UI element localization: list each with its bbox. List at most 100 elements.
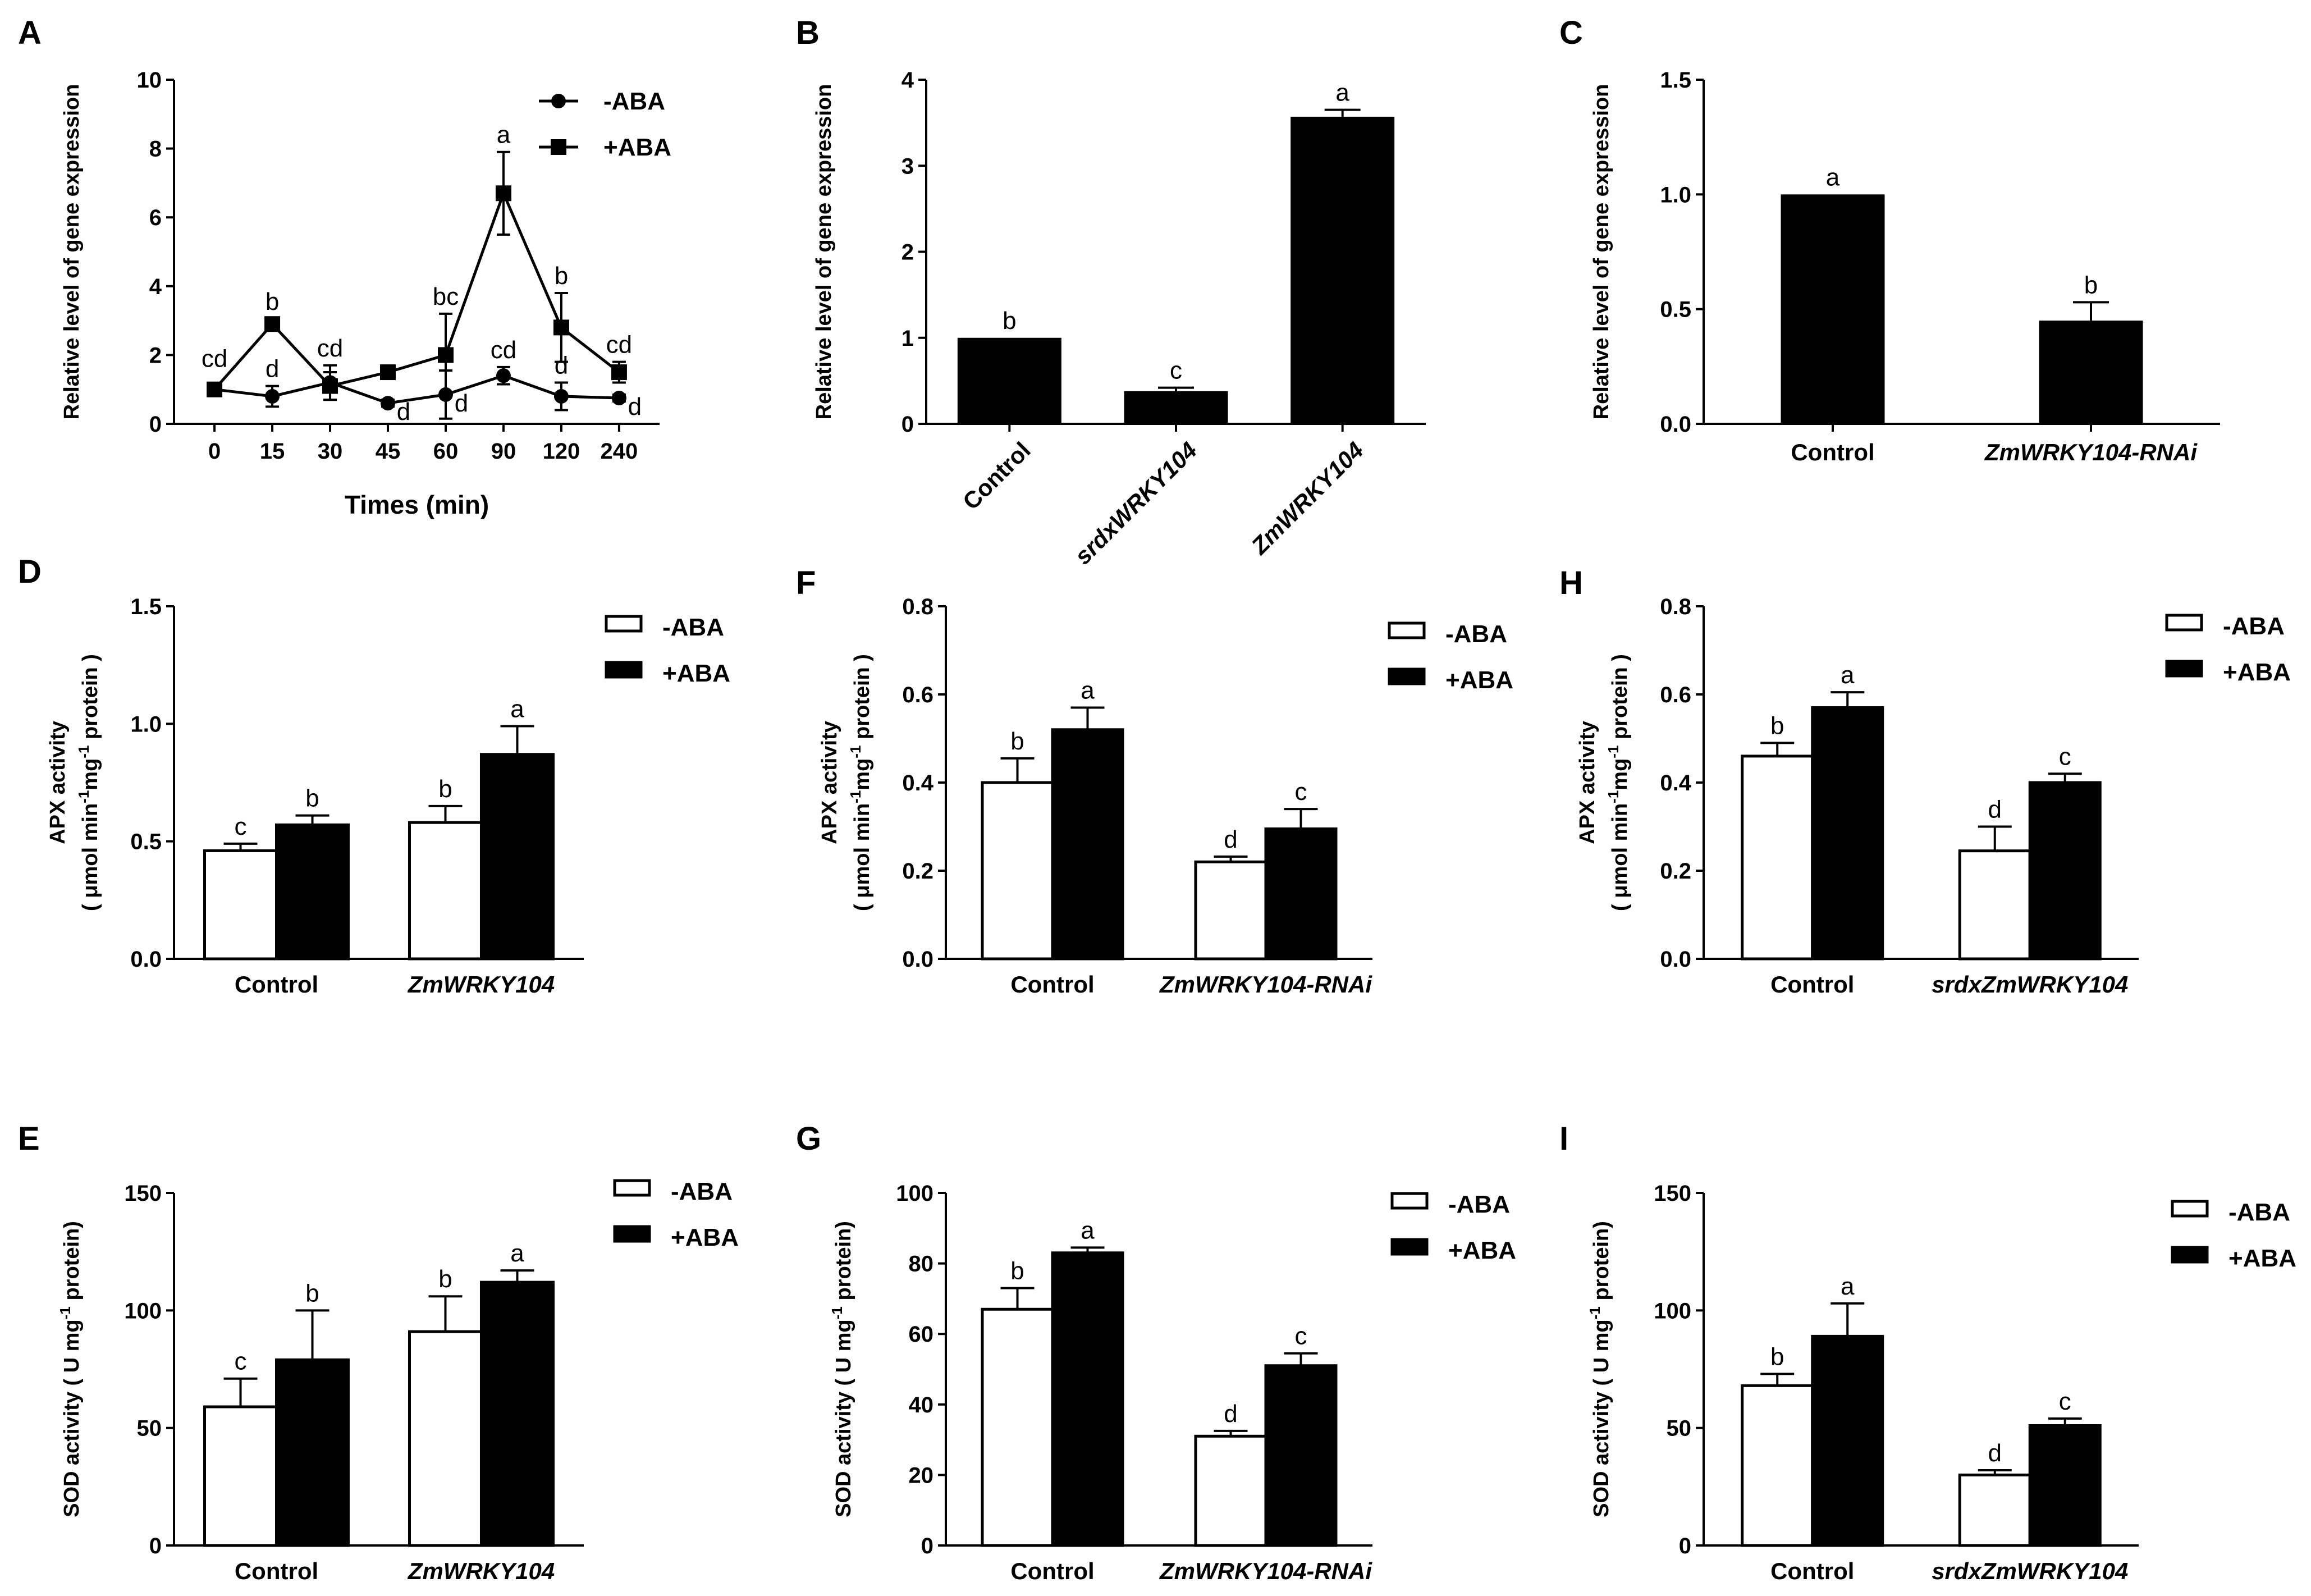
y-tick-label: 20: [909, 1463, 934, 1488]
data-point: [553, 319, 569, 336]
y-tick-label: 1.5: [130, 595, 162, 619]
panel-H: H 0.0 0.2 0.4 0.6 0.8 APX activity ( μmol min-1…: [1559, 565, 2291, 998]
bar: [1194, 860, 1267, 961]
y-axis-label: APX activity: [818, 721, 841, 844]
y-tick-label: 100: [1654, 1298, 1691, 1323]
legend-label: +ABA: [1445, 666, 1513, 694]
significance-label: a: [510, 696, 524, 723]
x-category-label: Control: [1770, 1558, 1854, 1584]
significance-label: cd: [606, 331, 632, 359]
bar: [480, 1281, 555, 1547]
panel-letter: D: [18, 554, 42, 590]
y-tick-label: 2: [149, 343, 162, 368]
x-category-label: Control: [235, 1558, 318, 1584]
bar: [1291, 116, 1395, 424]
y-tick-label: 50: [1667, 1416, 1692, 1441]
y-tick-label: 0: [149, 1534, 162, 1558]
y-tick-label: 40: [909, 1393, 934, 1417]
panel-letter: B: [796, 15, 820, 51]
panel-B: B 0 1 2 3 4 Relative level of gene expression b…: [796, 15, 1426, 569]
legend-label: -ABA: [2228, 1199, 2290, 1226]
bar: [1781, 194, 1885, 424]
series-line: [213, 189, 620, 391]
bar: [275, 823, 350, 961]
y-tick-label: 0.4: [902, 771, 933, 795]
significance-label: a: [1335, 79, 1349, 107]
significance-label: b: [266, 288, 279, 315]
panel-C: C 0.0 0.5 1.0 1.5 Relative level of gene expr…: [1559, 15, 2220, 465]
y-tick-label: 0: [921, 1534, 933, 1558]
significance-label: b: [2084, 271, 2098, 299]
y-axis-label: SOD activity ( U mg-1 protein): [57, 1221, 84, 1517]
y-tick-label: 0: [1679, 1534, 1691, 1558]
legend-label: -ABA: [671, 1178, 733, 1205]
panel-G: G 0 20 40 60 80 100 SOD activity ( U mg-1 prote…: [796, 1121, 1516, 1584]
y-tick-label: 6: [149, 205, 162, 230]
panel-I: I 0 50 100 150 SOD activity ( U mg-1 protein)…: [1559, 1121, 2296, 1584]
significance-label: d: [455, 390, 468, 417]
bar: [2028, 1424, 2102, 1547]
x-category-label: Control: [1791, 439, 1874, 465]
x-tick-label: 60: [433, 439, 459, 464]
y-tick-label: 0.6: [902, 683, 933, 707]
y-tick-label: 0: [901, 412, 914, 437]
y-tick-label: 8: [149, 137, 162, 162]
significance-label: a: [1826, 163, 1840, 191]
significance-label: bc: [433, 283, 459, 310]
x-category-label: Control: [1010, 1558, 1094, 1584]
bar: [1051, 1251, 1124, 1547]
significance-label: a: [1841, 1273, 1855, 1300]
panel-E: E 0 50 100 150 SOD activity ( U mg-1 protein)…: [18, 1121, 739, 1584]
significance-label: b: [438, 1265, 452, 1293]
significance-label: cd: [491, 336, 516, 364]
x-tick-label: 0: [208, 439, 221, 464]
y-axis-label: ( μmol min-1mg-1 protein ): [1605, 654, 1632, 911]
y-axis-label: Relative level of gene expression: [60, 84, 84, 420]
bar: [1124, 391, 1228, 424]
y-tick-label: 2: [901, 240, 914, 265]
legend-swatch: [605, 615, 643, 633]
y-tick-label: 1.0: [130, 712, 162, 737]
legend-swatch: [2165, 660, 2203, 678]
significance-label: d: [628, 393, 642, 420]
bar: [2039, 321, 2143, 424]
x-axis-label: Times (min): [345, 490, 489, 519]
significance-label: d: [397, 398, 410, 426]
x-category-label: srdxZmWRKY104: [1932, 971, 2128, 998]
x-category-label: srdxWRKY104: [1069, 437, 1202, 569]
panel-letter: H: [1559, 565, 1583, 601]
significance-label: d: [1988, 1439, 2002, 1467]
data-point: [381, 396, 396, 411]
data-point: [265, 388, 280, 404]
legend-swatch: [1388, 667, 1426, 685]
significance-label: d: [266, 355, 279, 383]
x-category-label: ZmWRKY104-RNAi: [1159, 971, 1372, 998]
data-point: [380, 364, 396, 381]
data-point: [264, 316, 281, 332]
legend-label: -ABA: [603, 88, 665, 115]
y-axis-label: SOD activity ( U mg-1 protein): [829, 1221, 855, 1517]
bar: [981, 1307, 1054, 1547]
significance-label: c: [235, 813, 247, 840]
x-category-label: srdxZmWRKY104: [1932, 1558, 2128, 1584]
bar: [1264, 1364, 1338, 1547]
y-axis-label: APX activity: [1576, 721, 1599, 844]
panel-letter: G: [796, 1121, 821, 1157]
y-tick-label: 0.0: [1660, 412, 1691, 437]
y-tick-label: 0.2: [1660, 859, 1691, 884]
significance-label: b: [1770, 712, 1784, 739]
x-category-label: ZmWRKY104: [408, 1558, 555, 1584]
y-tick-label: 0.6: [1660, 683, 1691, 707]
y-tick-label: 4: [149, 275, 162, 299]
y-tick-label: 1.0: [1660, 182, 1691, 207]
y-axis-label: Relative level of gene expression: [812, 84, 836, 420]
significance-label: c: [1170, 357, 1182, 385]
legend-marker: [551, 139, 566, 155]
y-tick-label: 4: [901, 68, 914, 93]
legend-swatch: [2171, 1200, 2209, 1218]
bar: [408, 1330, 483, 1547]
panel-A: A 0 2 4 6 8 10 Relative level of gene expressio…: [18, 15, 671, 519]
significance-label: b: [555, 262, 568, 290]
significance-label: b: [1003, 307, 1016, 335]
